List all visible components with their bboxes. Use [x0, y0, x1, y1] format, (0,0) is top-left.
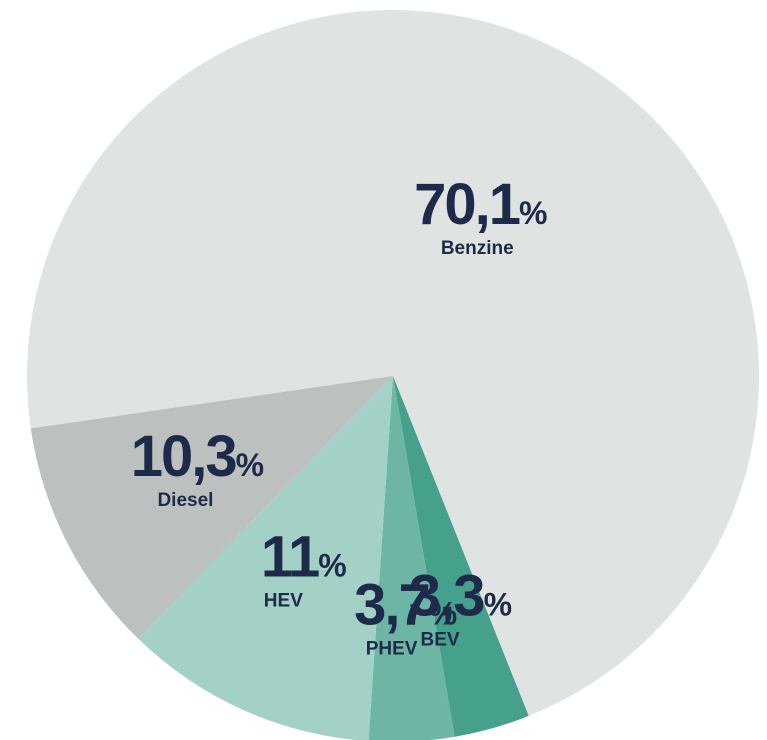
value-number: 11: [261, 525, 319, 590]
value-label: 70,1%: [414, 172, 547, 237]
value-label: 11%: [261, 525, 347, 590]
category-label: HEV: [264, 591, 303, 612]
pie-slice: [30, 376, 393, 639]
value-number: 3,3: [409, 564, 484, 629]
value-number: 3,7: [354, 573, 429, 638]
value-unit: %: [318, 548, 346, 584]
category-label: BEV: [420, 630, 459, 651]
pie-slice: [368, 376, 455, 740]
value-unit: %: [236, 447, 264, 483]
value-unit: %: [484, 587, 512, 623]
value-unit: %: [429, 596, 457, 632]
pie-slice: [26, 9, 760, 716]
value-number: 70,1: [414, 172, 520, 237]
category-label: Benzine: [441, 238, 514, 259]
pie-slice: [138, 376, 393, 740]
category-label: PHEV: [366, 639, 418, 660]
value-unit: %: [519, 195, 547, 231]
pie-slice: [393, 376, 529, 737]
category-label: Diesel: [157, 490, 213, 511]
value-label: 3,7%: [354, 573, 457, 638]
value-number: 10,3: [131, 424, 237, 489]
value-label: 3,3%: [409, 564, 512, 629]
value-label: 10,3%: [131, 424, 264, 489]
